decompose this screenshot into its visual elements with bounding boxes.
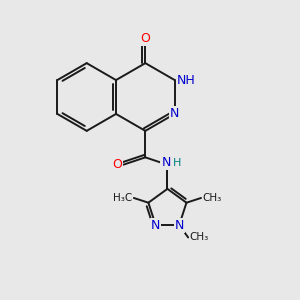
- Text: N: N: [151, 219, 160, 232]
- Text: H₃C: H₃C: [113, 193, 132, 203]
- Text: N: N: [170, 107, 179, 120]
- Text: O: O: [112, 158, 122, 171]
- Text: N: N: [161, 157, 171, 169]
- Text: CH₃: CH₃: [202, 193, 222, 203]
- Text: H: H: [173, 158, 181, 168]
- Text: CH₃: CH₃: [190, 232, 209, 242]
- Text: O: O: [140, 32, 150, 45]
- Text: N: N: [175, 219, 184, 232]
- Text: NH: NH: [177, 74, 196, 87]
